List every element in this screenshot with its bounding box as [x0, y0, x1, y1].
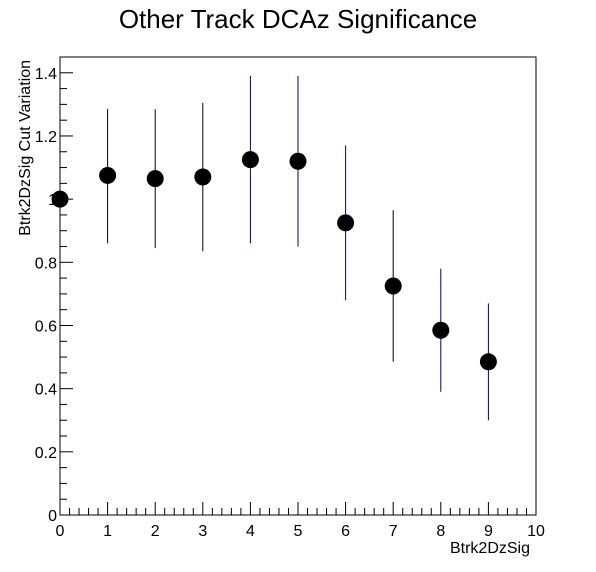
data-markers: [51, 151, 497, 371]
data-point: [337, 214, 355, 232]
data-point: [51, 190, 69, 208]
y-tick-label: 0: [48, 508, 57, 525]
data-point: [479, 353, 497, 371]
x-tick-label: 4: [246, 523, 255, 540]
x-tick-label: 9: [484, 523, 493, 540]
data-point: [99, 166, 117, 184]
x-tick-label: 5: [294, 523, 303, 540]
x-tick-label: 2: [151, 523, 160, 540]
data-point: [194, 168, 212, 186]
x-tick-label: 10: [527, 523, 545, 540]
y-axis-label: Btrk2DzSig Cut Variation: [17, 60, 34, 236]
x-axis-label: Btrk2DzSig: [450, 540, 530, 557]
y-tick-label: 0.8: [35, 255, 57, 272]
x-tick-label: 1: [103, 523, 112, 540]
data-point: [384, 277, 402, 295]
x-tick-label: 3: [198, 523, 207, 540]
y-tick-label: 0.6: [35, 318, 57, 335]
y-tick-label: 1.2: [35, 129, 57, 146]
error-bars: [59, 75, 489, 421]
x-tick-label: 6: [341, 523, 350, 540]
y-tick-label: 0.2: [35, 445, 57, 462]
data-point: [432, 321, 450, 339]
data-point: [241, 151, 259, 169]
y-tick-label: 1.4: [35, 66, 57, 83]
y-axis: 00.20.40.60.811.21.4: [35, 66, 73, 525]
data-point: [289, 152, 307, 170]
x-tick-label: 8: [436, 523, 445, 540]
x-axis: 0 1 2 3 4 5 6 7 8 9 10: [56, 502, 545, 540]
x-tick-label: 0: [56, 523, 65, 540]
x-tick-label: 7: [389, 523, 398, 540]
chart-title: Other Track DCAz Significance: [119, 4, 477, 34]
data-point: [146, 170, 164, 188]
y-tick-label: 0.4: [35, 382, 57, 399]
